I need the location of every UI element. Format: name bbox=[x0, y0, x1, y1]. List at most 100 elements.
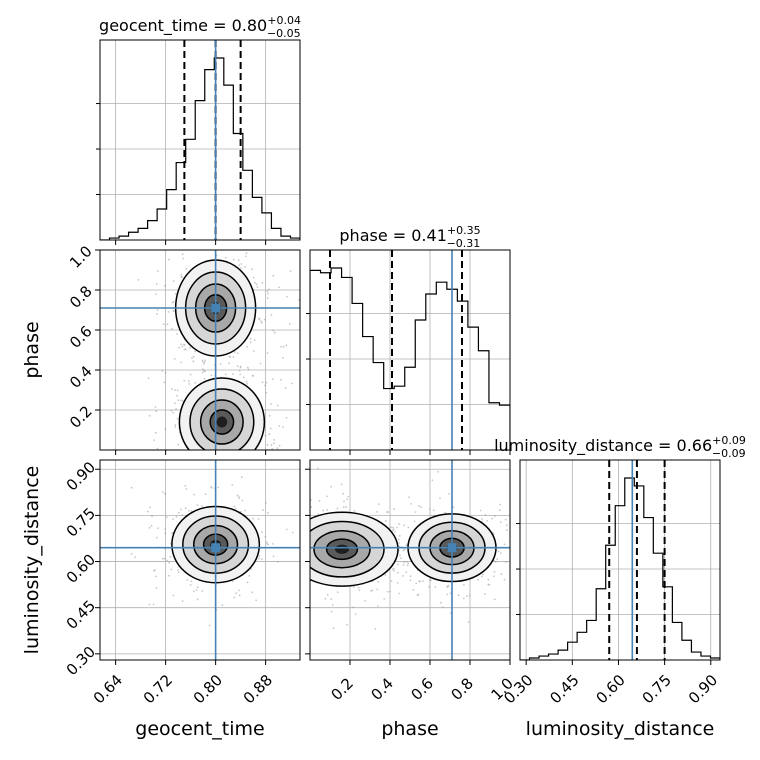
scatter-point bbox=[147, 510, 149, 513]
scatter-point bbox=[271, 448, 274, 450]
scatter-point bbox=[251, 591, 254, 594]
scatter-point bbox=[229, 356, 232, 359]
scatter-point bbox=[263, 456, 265, 458]
scatter-point bbox=[494, 561, 497, 563]
scatter-point bbox=[166, 323, 169, 326]
scatter-point bbox=[237, 259, 240, 262]
scatter-point bbox=[239, 373, 242, 376]
scatter-point bbox=[288, 322, 291, 325]
scatter-point bbox=[224, 373, 227, 376]
scatter-point bbox=[403, 561, 405, 564]
scatter-point bbox=[283, 481, 285, 483]
scatter-point bbox=[346, 623, 348, 626]
scatter-point bbox=[397, 538, 400, 541]
scatter-point bbox=[203, 479, 205, 481]
scatter-point bbox=[201, 590, 204, 592]
scatter-point bbox=[183, 348, 186, 351]
scatter-point bbox=[260, 453, 262, 455]
scatter-point bbox=[255, 599, 257, 602]
scatter-point bbox=[233, 596, 236, 599]
panel-frame bbox=[519, 459, 721, 661]
scatter-point bbox=[149, 506, 151, 509]
scatter-point bbox=[188, 244, 190, 246]
histogram-phase bbox=[310, 267, 510, 450]
scatter-point bbox=[374, 628, 377, 630]
y-tick-label: 0.2 bbox=[66, 402, 96, 432]
scatter-point bbox=[498, 509, 501, 512]
scatter-point bbox=[176, 333, 179, 335]
scatter-point bbox=[376, 588, 379, 591]
x-tick-label: 0.45 bbox=[546, 671, 582, 707]
scatter-point bbox=[204, 493, 207, 496]
scatter-point bbox=[252, 350, 255, 352]
scatter-point bbox=[376, 605, 379, 607]
scatter-point bbox=[506, 529, 508, 532]
scatter-point bbox=[264, 535, 267, 538]
scatter-point bbox=[249, 341, 252, 343]
truth-marker bbox=[447, 543, 457, 553]
scatter-point bbox=[168, 456, 170, 458]
y-axis-label-luminosity_distance: luminosity_distance bbox=[21, 466, 43, 655]
scatter-point bbox=[174, 424, 177, 426]
scatter-point bbox=[203, 363, 205, 365]
scatter-point bbox=[210, 453, 212, 455]
scatter-point bbox=[174, 292, 177, 295]
scatter-point bbox=[270, 314, 273, 316]
scatter-point bbox=[288, 537, 290, 539]
scatter-point bbox=[230, 478, 232, 480]
x-tick-label: 0.2 bbox=[327, 674, 357, 704]
scatter-point bbox=[221, 217, 223, 219]
scatter-point bbox=[239, 510, 242, 513]
scatter-point bbox=[180, 361, 183, 364]
scatter-point bbox=[261, 381, 264, 384]
scatter-point bbox=[405, 560, 408, 563]
scatter-point bbox=[172, 310, 175, 312]
scatter-point bbox=[431, 479, 434, 482]
scatter-point bbox=[403, 524, 405, 527]
scatter-point bbox=[190, 510, 193, 512]
histogram-geocent_time bbox=[100, 57, 300, 240]
y-tick-label: 0.8 bbox=[66, 282, 96, 312]
scatter-point bbox=[191, 357, 193, 359]
scatter-point bbox=[244, 461, 246, 463]
panel-2-0 bbox=[95, 459, 301, 665]
y-tick-label: 1.0 bbox=[66, 242, 96, 272]
scatter-point bbox=[326, 509, 328, 511]
scatter-point bbox=[195, 455, 197, 457]
scatter-point bbox=[401, 575, 404, 577]
scatter-point bbox=[398, 592, 401, 595]
truth-marker bbox=[211, 543, 221, 553]
scatter-point bbox=[291, 573, 293, 575]
scatter-point bbox=[203, 361, 206, 364]
scatter-point bbox=[271, 598, 273, 600]
scatter-point bbox=[463, 584, 465, 586]
scatter-point bbox=[240, 476, 243, 479]
scatter-point bbox=[244, 509, 246, 512]
scatter-point bbox=[305, 533, 307, 535]
scatter-point bbox=[298, 541, 300, 543]
scatter-point bbox=[500, 552, 502, 555]
scatter-point bbox=[301, 564, 303, 566]
scatter-point bbox=[491, 517, 494, 520]
scatter-point bbox=[192, 355, 195, 358]
scatter-point bbox=[154, 575, 157, 578]
scatter-point bbox=[165, 516, 168, 519]
scatter-point bbox=[148, 603, 151, 606]
scatter-point bbox=[302, 516, 304, 518]
scatter-point bbox=[405, 571, 408, 573]
scatter-point bbox=[532, 551, 534, 553]
scatter-point bbox=[289, 270, 292, 272]
scatter-point bbox=[282, 517, 284, 519]
scatter-point bbox=[188, 346, 191, 349]
scatter-point bbox=[130, 486, 133, 489]
density-level-4 bbox=[335, 544, 349, 554]
scatter-point bbox=[201, 505, 203, 507]
scatter-point bbox=[174, 425, 177, 428]
x-axis-label-geocent_time: geocent_time bbox=[135, 718, 264, 740]
scatter-point bbox=[232, 356, 235, 358]
scatter-point bbox=[177, 443, 180, 446]
scatter-point bbox=[250, 337, 252, 340]
scatter-point bbox=[392, 569, 395, 572]
scatter-point bbox=[201, 371, 204, 374]
scatter-point bbox=[152, 603, 155, 606]
